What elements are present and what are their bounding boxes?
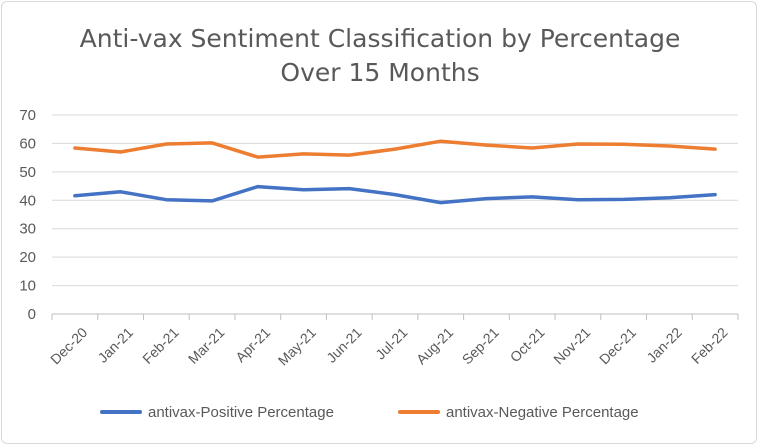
series-line-positive (73, 184, 717, 205)
legend-swatch-negative (398, 410, 440, 414)
y-tick-label: 50 (19, 164, 36, 181)
chart-title-line-2: Over 15 Months (280, 58, 480, 87)
x-tick-label: Dec-20 (47, 324, 90, 367)
x-axis-ticks: Dec-20 Jan-21 Feb-21 Mar-21 Apr-21 May-21 Jun-… (47, 314, 739, 368)
x-tick-label: Apr-21 (232, 324, 273, 365)
series-line-negative (73, 139, 717, 159)
x-tick-label: Oct-21 (507, 324, 548, 365)
y-axis-ticks: 0 10 20 30 40 50 60 70 (19, 107, 36, 323)
x-tick-label: Sep-21 (459, 324, 502, 367)
legend: antivax-Positive Percentage antivax-Nega… (0, 400, 760, 424)
x-tick-label: Feb-21 (139, 324, 182, 367)
x-tick-label: Jan-21 (94, 324, 136, 366)
x-tick-label: Jan-22 (643, 324, 685, 366)
y-tick-label: 70 (19, 107, 36, 124)
y-tick-label: 30 (19, 221, 36, 238)
y-tick-label: 40 (19, 192, 36, 209)
x-tick-label: Jun-21 (323, 324, 365, 366)
x-tick-label: May-21 (275, 324, 319, 368)
chart-title-line-1: Anti-vax Sentiment Classification by Per… (79, 24, 681, 53)
legend-label-positive: antivax-Positive Percentage (148, 403, 334, 421)
y-tick-label: 10 (19, 278, 36, 295)
legend-item-positive: antivax-Positive Percentage (100, 400, 334, 424)
series-lines (73, 139, 717, 205)
x-tick-label: Jul-21 (372, 324, 410, 362)
y-tick-label: 0 (28, 306, 36, 323)
x-tick-label: Feb-22 (688, 324, 731, 367)
x-tick-label: Mar-21 (185, 324, 228, 367)
legend-item-negative: antivax-Negative Percentage (398, 400, 639, 424)
y-tick-label: 60 (19, 135, 36, 152)
y-tick-label: 20 (19, 249, 36, 266)
legend-label-negative: antivax-Negative Percentage (446, 403, 639, 421)
x-tick-label: Nov-21 (550, 324, 593, 367)
x-tick-label: Dec-21 (596, 324, 639, 367)
legend-swatch-positive (100, 410, 142, 414)
x-tick-label: Aug-21 (413, 324, 456, 367)
